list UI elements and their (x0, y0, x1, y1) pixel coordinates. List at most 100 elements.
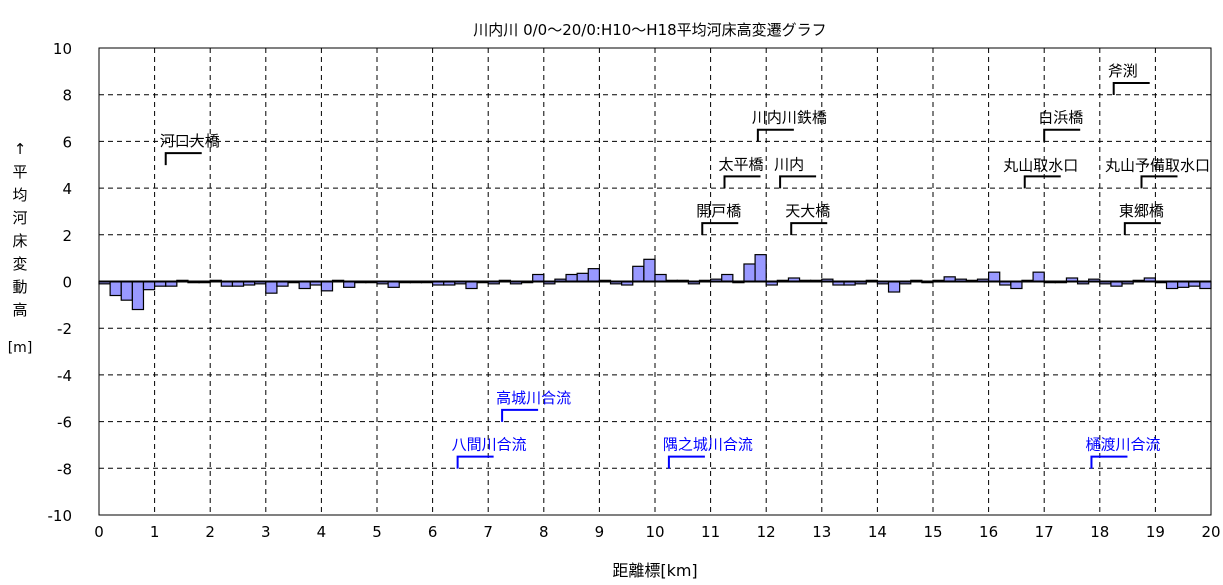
bar (743, 263, 756, 283)
x-tick-label: 17 (1035, 523, 1054, 541)
plot-frame (98, 47, 1212, 516)
bar (320, 280, 334, 292)
grid-lines (99, 48, 1211, 515)
x-tick-label: 10 (645, 523, 664, 541)
annotation-label: 斧渕 (1108, 62, 1138, 80)
annotation-marker (1140, 175, 1178, 189)
bar (721, 273, 734, 283)
x-tick-label: 13 (812, 523, 831, 541)
x-tick-label: 2 (205, 523, 215, 541)
y-tick-label: 4 (62, 180, 72, 198)
bar (465, 280, 478, 290)
y-tick-label: -10 (48, 507, 73, 525)
x-tick-label: 14 (868, 523, 887, 541)
bar (109, 280, 122, 297)
bar (565, 273, 578, 283)
annotation-label: 東郷橋 (1119, 202, 1164, 220)
y-label-char: 高 (12, 301, 27, 319)
bar (632, 265, 645, 283)
bar (1165, 280, 1179, 290)
annotation-marker (667, 455, 705, 469)
annotation-label: 高城川合流 (496, 389, 571, 407)
annotation-label: 隅之城川合流 (663, 436, 753, 454)
chart-title: 川内川 0/0～20/0:H10～H18平均河床高変遷グラフ (473, 21, 826, 39)
x-tick-label: 6 (428, 523, 438, 541)
annotation-label: 樋渡川合流 (1085, 436, 1160, 454)
x-tick-label: 20 (1201, 523, 1220, 541)
x-tick-label: 7 (483, 523, 493, 541)
bar (1199, 280, 1212, 290)
bar (265, 280, 278, 294)
x-tick-label: 3 (261, 523, 271, 541)
bar (887, 280, 901, 293)
annotation-marker (1023, 175, 1061, 189)
annotation-label: 太平橋 (719, 155, 764, 173)
x-axis-label: 距離標[km] (612, 561, 697, 580)
annotation-label: 天大橋 (785, 202, 830, 220)
annotation-marker (779, 175, 817, 189)
x-axis-ticks: 0 1 2 3 4 5 6 7 8 9 10 11 12 13 14 15 16 17 18 19 20 (94, 523, 1220, 541)
x-tick-label: 4 (317, 523, 327, 541)
y-label-char: 変 (12, 255, 27, 273)
bar (1032, 271, 1045, 283)
annotation-label: 川内川鉄橋 (752, 109, 827, 127)
bar (587, 268, 601, 283)
bar (142, 280, 156, 291)
y-tick-label: 2 (62, 227, 72, 245)
y-tick-label: -4 (57, 367, 72, 385)
annotation-label: 丸山予備取水口 (1105, 156, 1210, 174)
x-tick-label: 16 (979, 523, 998, 541)
annotation-label: 白浜橋 (1038, 109, 1083, 127)
y-tick-label: 8 (62, 87, 72, 105)
annotation-marker (723, 175, 761, 189)
annotation-marker (1043, 128, 1081, 142)
annotation-label: 開戸橋 (696, 202, 741, 220)
annotation-marker (1112, 82, 1150, 96)
x-tick-label: 9 (595, 523, 605, 541)
y-label-char: 河 (12, 209, 27, 227)
bar (131, 280, 145, 311)
bar (754, 254, 767, 283)
annotation-label: 河口大橋 (160, 132, 220, 150)
y-axis-ticks: 10 8 6 4 2 0 -2 -4 -6 -8 -10 (48, 40, 73, 525)
bar (532, 273, 545, 283)
bar (987, 271, 1001, 283)
y-tick-label: 6 (62, 133, 72, 151)
annotation-marker (1090, 455, 1128, 469)
y-label-char: 平 (12, 163, 27, 181)
annotation-marker (756, 128, 794, 142)
x-tick-label: 8 (539, 523, 549, 541)
x-tick-label: 0 (94, 523, 104, 541)
annotation-label: 丸山取水口 (1003, 156, 1078, 174)
y-tick-label: 0 (62, 274, 72, 292)
x-tick-label: 19 (1146, 523, 1165, 541)
bar (654, 273, 667, 283)
annotation-marker (164, 152, 202, 166)
x-tick-label: 5 (372, 523, 382, 541)
annotation-marker (1123, 222, 1161, 236)
y-label-char: ↑ (14, 140, 27, 158)
y-tick-label: 10 (53, 40, 72, 58)
x-tick-label: 12 (757, 523, 776, 541)
y-tick-label: -8 (57, 460, 72, 478)
annotation-marker (701, 222, 739, 236)
y-tick-label: -2 (57, 320, 72, 338)
annotation-label: 川内 (774, 155, 804, 173)
y-label-unit: [m] (8, 340, 33, 356)
y-tick-label: -6 (57, 414, 72, 432)
x-tick-label: 11 (701, 523, 720, 541)
x-tick-label: 15 (923, 523, 942, 541)
x-tick-label: 1 (150, 523, 160, 541)
x-tick-label: 18 (1090, 523, 1109, 541)
bar (298, 280, 311, 290)
y-label-char: 動 (12, 278, 27, 296)
bar (576, 272, 589, 283)
bar (1010, 280, 1023, 290)
annotation-marker (790, 222, 828, 236)
annotation-label: 八間川合流 (452, 436, 527, 454)
annotation-marker (501, 408, 539, 422)
bar (643, 258, 656, 283)
